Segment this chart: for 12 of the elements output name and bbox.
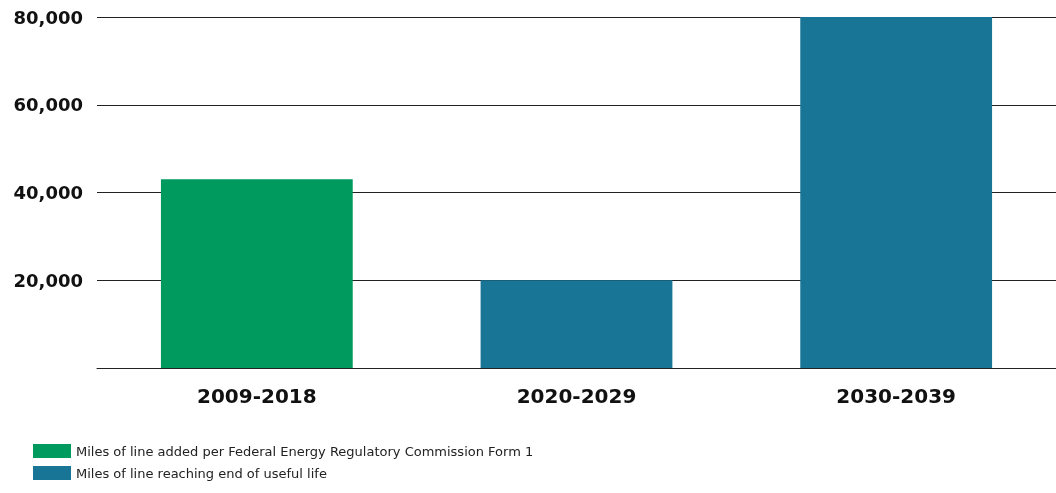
bar xyxy=(160,179,353,368)
x-tick-label: 2009-2018 xyxy=(197,384,317,408)
legend-label: Miles of line added per Federal Energy Regulatory Commission Form 1 xyxy=(76,443,534,459)
y-tick-label: 80,000 xyxy=(13,6,83,28)
bar xyxy=(800,17,993,368)
bar xyxy=(480,280,673,368)
y-tick-label: 60,000 xyxy=(13,94,83,116)
x-tick-label: 2020-2029 xyxy=(516,384,637,408)
x-tick-label: 2030-2039 xyxy=(836,384,956,408)
y-tick-label: 20,000 xyxy=(13,269,83,291)
legend-label: Miles of line reaching end of useful life xyxy=(76,465,327,481)
y-tick-label: 40,000 xyxy=(13,182,83,203)
